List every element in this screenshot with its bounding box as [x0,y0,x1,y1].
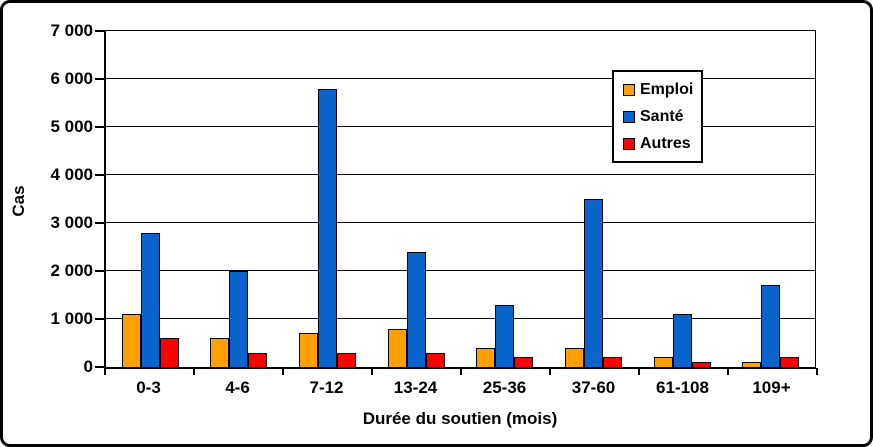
legend-swatch-sante [623,110,635,123]
y-axis-tick-3000 [95,222,104,224]
gridline-1000 [106,318,815,319]
plot-area [104,30,816,369]
bar-autres-13-24 [425,353,445,367]
bar-sante-7-12 [318,89,338,367]
bar-group-61-108 [638,31,727,367]
y-axis-label-5000: 5 000 [50,117,93,136]
bar-emploi-109+ [742,362,762,367]
bar-autres-25-36 [514,357,534,367]
bar-sante-0-3 [140,233,160,367]
x-axis-tick-1 [193,368,195,375]
legend-label-sante: Santé [640,107,684,125]
bar-autres-61-108 [691,362,711,367]
x-axis-tick-6 [638,368,640,375]
y-axis-label-1000: 1 000 [50,309,93,328]
y-axis-label-3000: 3 000 [50,213,93,232]
x-axis-tick-5 [549,368,551,375]
x-axis-title: Durée du soutien (mois) [362,409,558,428]
bar-sante-25-36 [495,305,515,367]
bar-sante-13-24 [406,252,426,367]
y-axis-tick-2000 [95,270,104,272]
legend-item-emploi: Emploi [623,81,701,99]
bar-group-0-3 [106,31,195,367]
bar-emploi-0-3 [121,314,141,367]
y-axis-label-0: 0 [83,357,93,376]
x-axis-tick-3 [371,368,373,375]
bar-emploi-7-12 [299,333,319,367]
x-axis-label-61-108: 61-108 [656,378,709,397]
x-axis-tick-4 [460,368,462,375]
x-axis-label-37-60: 37-60 [571,378,616,397]
gridline-3000 [106,222,815,223]
legend-item-sante: Santé [623,108,701,126]
x-axis-label-7-12: 7-12 [309,378,344,397]
y-axis-tick-7000 [95,30,104,32]
bar-sante-61-108 [672,314,692,367]
bar-emploi-4-6 [210,338,230,367]
x-axis-label-0-3: 0-3 [136,378,161,397]
bar-group-109+ [726,31,815,367]
gridline-5000 [106,126,815,127]
bar-group-25-36 [461,31,550,367]
gridline-6000 [106,78,815,79]
bar-emploi-13-24 [387,329,407,367]
legend-item-autres: Autres [623,135,701,153]
bar-group-13-24 [372,31,461,367]
bar-sante-4-6 [229,271,249,367]
legend-swatch-autres [623,137,635,150]
y-axis-tick-0 [95,366,104,368]
bar-autres-4-6 [248,353,268,367]
y-axis-label-2000: 2 000 [50,261,93,280]
x-axis-label-13-24: 13-24 [393,378,438,397]
x-axis-tick-8 [816,368,818,375]
bar-autres-109+ [780,357,800,367]
bar-autres-7-12 [337,353,357,367]
bar-autres-0-3 [159,338,179,367]
x-axis-tick-2 [282,368,284,375]
legend-label-autres: Autres [640,134,691,152]
legend: Emploi Santé Autres [612,70,703,163]
y-axis-tick-1000 [95,318,104,320]
y-axis-label-7000: 7 000 [50,21,93,40]
bar-group-4-6 [195,31,284,367]
bar-emploi-25-36 [476,348,496,367]
gridline-2000 [106,270,815,271]
x-axis-label-25-36: 25-36 [482,378,527,397]
bar-emploi-61-108 [653,357,673,367]
y-axis-tick-5000 [95,126,104,128]
y-axis-tick-4000 [95,174,104,176]
legend-label-emploi: Emploi [640,80,694,98]
bar-group-37-60 [549,31,638,367]
x-axis-label-4-6: 4-6 [225,378,250,397]
y-axis-label-6000: 6 000 [50,69,93,88]
bar-emploi-37-60 [564,348,584,367]
bar-sante-37-60 [583,199,603,367]
bar-sante-109+ [761,285,781,367]
x-axis-tick-7 [727,368,729,375]
x-axis-label-109+: 109+ [752,378,791,397]
y-axis-tick-6000 [95,78,104,80]
y-axis-label-4000: 4 000 [50,165,93,184]
bar-autres-37-60 [602,357,622,367]
bar-group-7-12 [283,31,372,367]
x-axis-tick-0 [104,368,106,375]
gridline-4000 [106,174,815,175]
bars-row [106,31,815,367]
legend-swatch-emploi [623,83,635,96]
